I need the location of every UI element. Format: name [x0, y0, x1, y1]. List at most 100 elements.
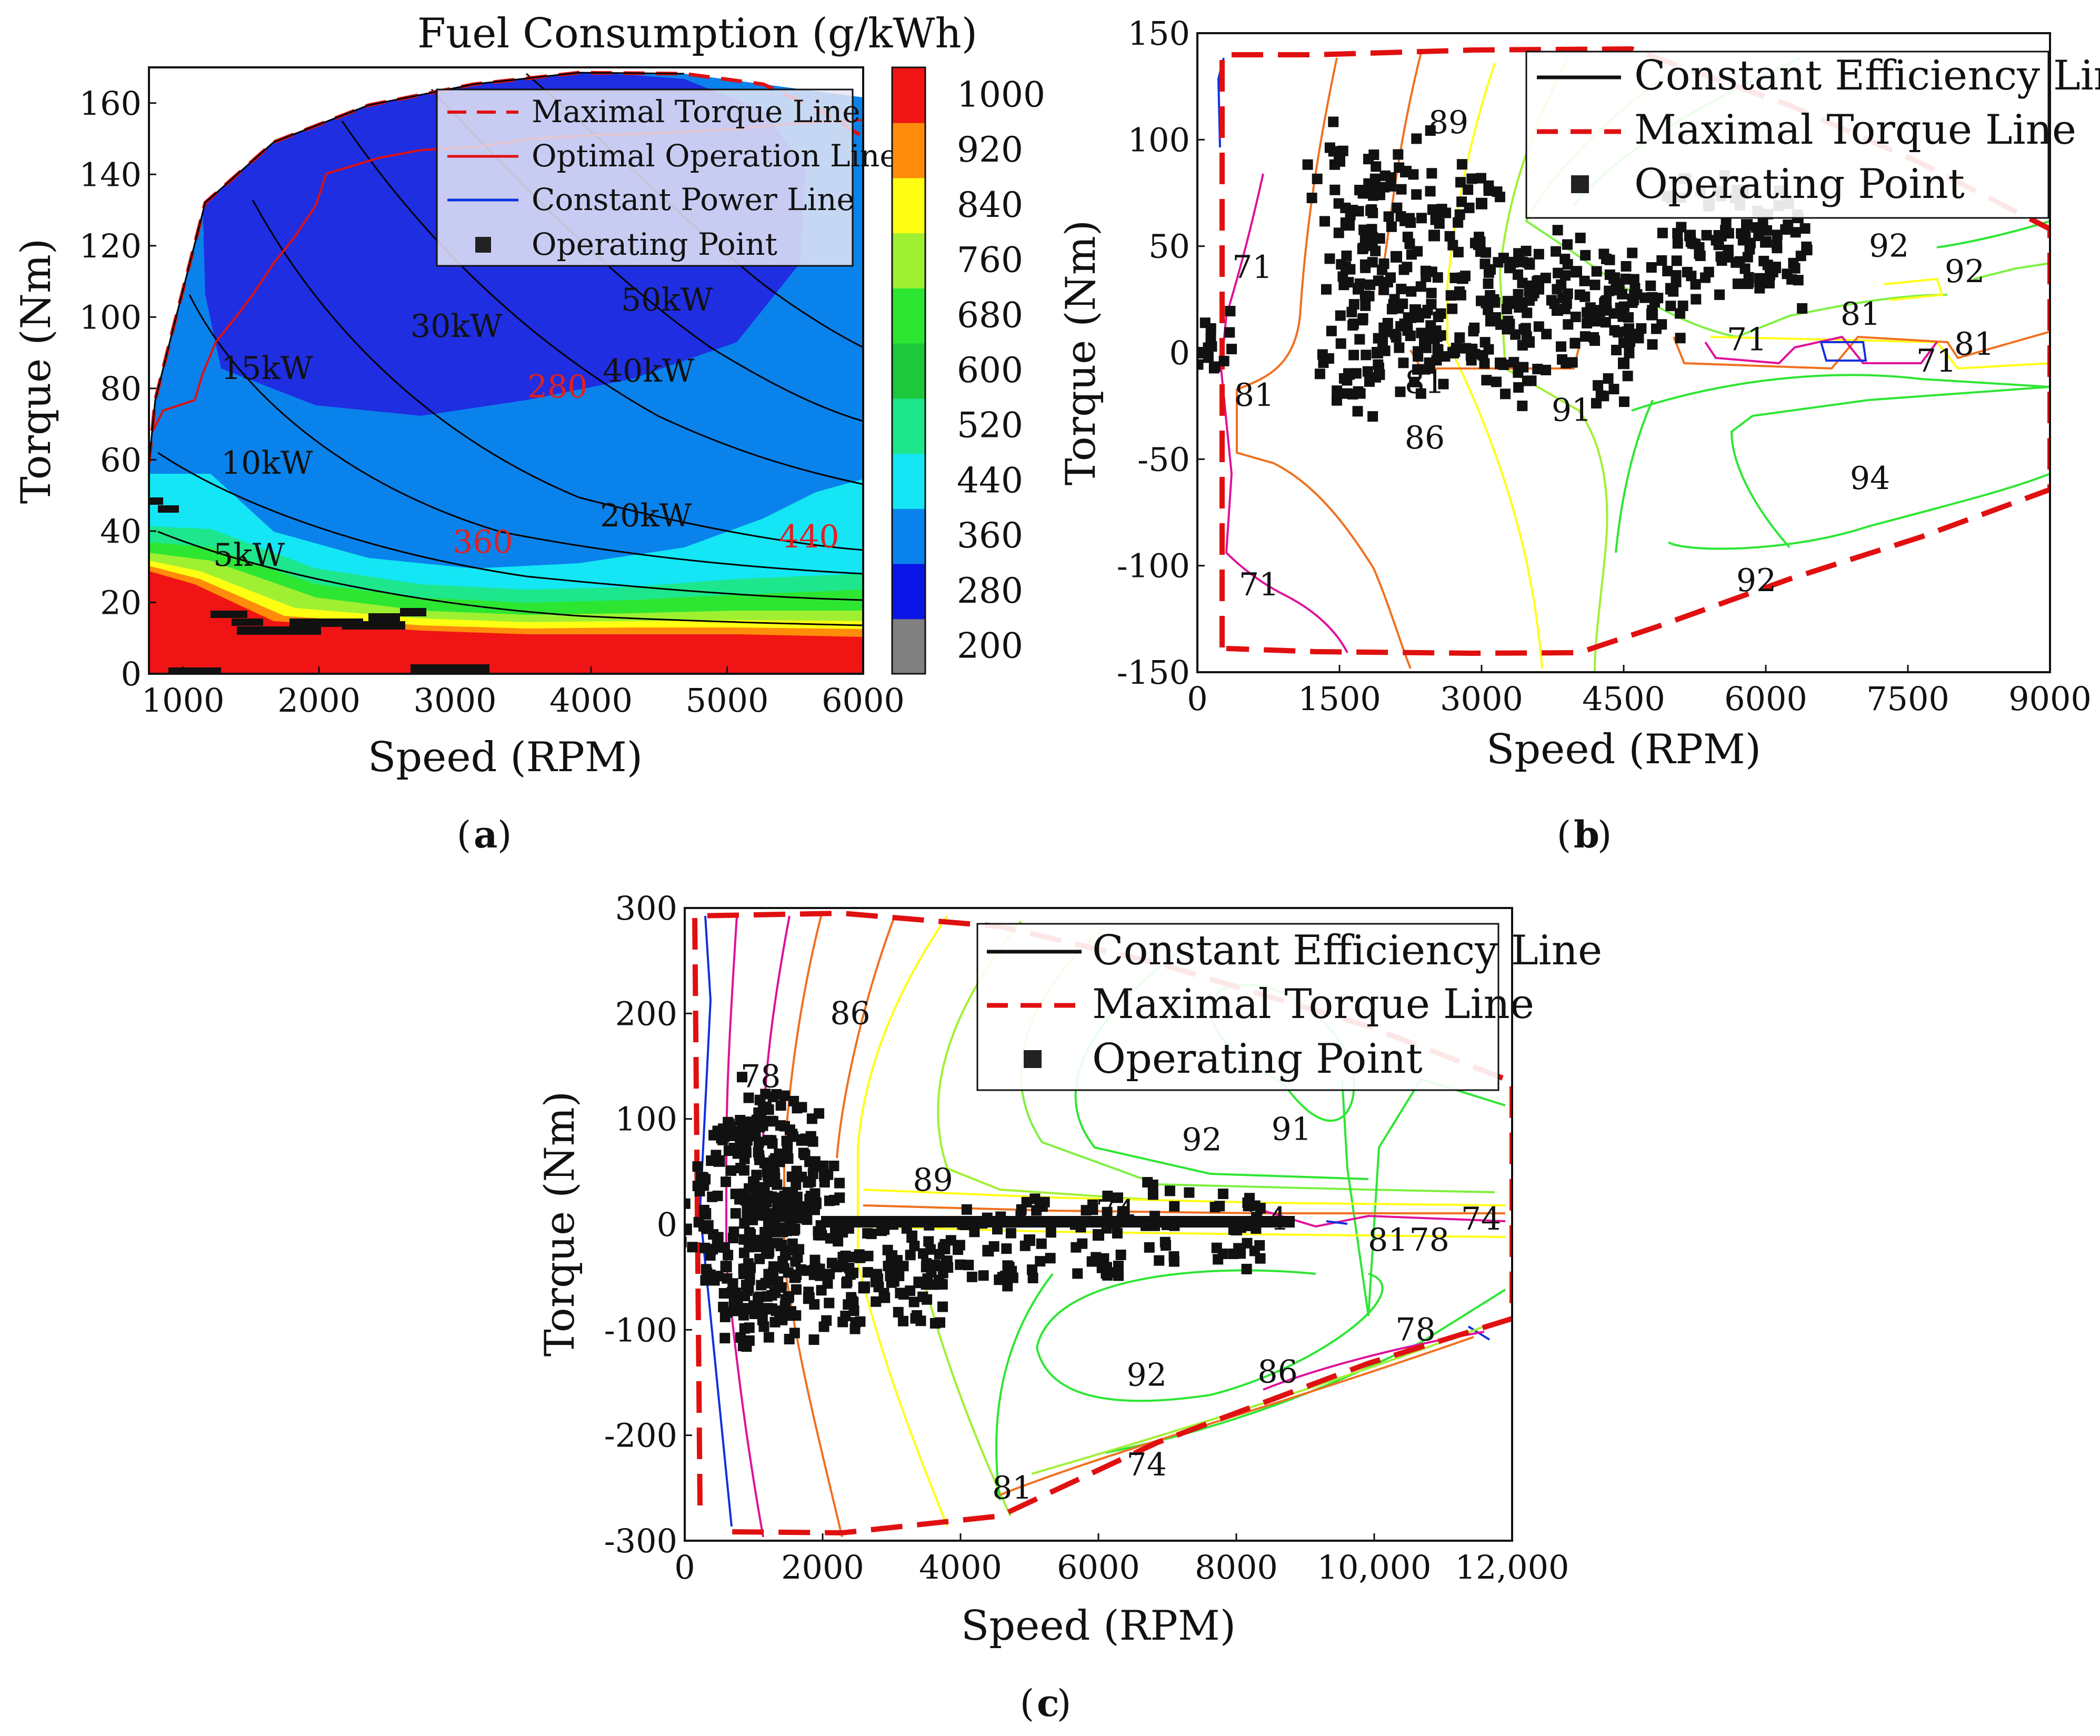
operating-point	[1225, 306, 1236, 317]
operating-point	[1357, 243, 1368, 254]
x-tick-label: 1500	[1298, 680, 1381, 718]
x-tick-label: 12,000	[1455, 1548, 1569, 1587]
operating-point	[1782, 268, 1793, 280]
operating-point	[1362, 366, 1373, 377]
operating-point	[1624, 347, 1635, 358]
operating-point	[1382, 277, 1393, 288]
panel-a-operating-points	[149, 497, 489, 674]
legend-operating-point: Operating Point	[532, 226, 777, 262]
operating-point	[794, 1244, 805, 1255]
operating-point	[873, 1273, 884, 1284]
operating-point	[809, 1204, 820, 1215]
operating-point	[732, 1148, 743, 1159]
operating-point	[1483, 267, 1494, 278]
power-line-20kw	[252, 199, 863, 551]
operating-point	[1005, 1228, 1016, 1239]
panel-a-outside-region	[149, 67, 863, 463]
operating-point	[1361, 350, 1372, 361]
panel-c-x-ticks: 0 2000 4000 6000 8000 10,000 12,000	[674, 1533, 1569, 1587]
operating-point	[1319, 216, 1330, 227]
operating-point	[808, 1334, 819, 1345]
operating-point	[1416, 327, 1427, 338]
operating-point	[1737, 235, 1748, 246]
operating-point	[840, 1250, 851, 1261]
operating-point	[1521, 245, 1532, 256]
operating-point	[685, 1198, 691, 1209]
operating-point	[1351, 368, 1362, 379]
operating-point	[784, 1245, 795, 1256]
operating-point	[805, 1176, 816, 1187]
operating-point	[1142, 1176, 1153, 1188]
operating-point	[815, 1220, 826, 1231]
operating-point	[763, 1172, 774, 1183]
operating-point	[1213, 1254, 1224, 1265]
y-tick-label: 200	[615, 994, 677, 1033]
operating-point	[961, 1204, 972, 1215]
operating-point	[1072, 1268, 1083, 1279]
operating-point	[735, 1332, 746, 1343]
operating-point	[1169, 1220, 1180, 1231]
operating-point	[1575, 233, 1586, 244]
contour-line	[836, 915, 896, 1159]
power-line-15kw	[188, 294, 863, 575]
caption-b-open: (	[1557, 813, 1571, 856]
operating-point	[1241, 1263, 1252, 1274]
operating-point	[1112, 1228, 1123, 1239]
panel-a-ylabel: Torque (Nm)	[13, 238, 60, 504]
operating-point	[1226, 344, 1237, 355]
operating-point	[1498, 359, 1509, 370]
operating-point	[1393, 149, 1404, 160]
power-label-50kw: 50kW	[621, 282, 713, 318]
caption-c-open: (	[1020, 1682, 1034, 1725]
caption-a: a	[474, 813, 497, 856]
operating-point	[692, 1181, 703, 1192]
operating-point	[1802, 245, 1813, 256]
operating-point	[1379, 345, 1391, 356]
operating-point	[731, 1288, 742, 1299]
operating-point	[757, 1101, 768, 1112]
operating-point	[719, 1311, 731, 1322]
contour-line	[1631, 374, 2050, 412]
c-legend-operating-point: Operating Point	[1092, 1035, 1423, 1083]
operating-point	[1206, 341, 1217, 352]
operating-point	[1618, 396, 1629, 407]
operating-point	[848, 1268, 859, 1279]
operating-point	[1039, 1196, 1050, 1208]
efficiency-label: 74	[1247, 1201, 1287, 1238]
operating-point	[1354, 334, 1365, 345]
operating-point	[933, 1274, 944, 1285]
operating-point	[1395, 211, 1406, 222]
panel-a-xlabel: Speed (RPM)	[368, 734, 643, 781]
x-tick-label: 5000	[686, 681, 769, 720]
colorbar-swatch	[892, 563, 925, 620]
operating-point	[1383, 211, 1394, 222]
operating-point	[1321, 284, 1332, 295]
caption-a-open: (	[457, 813, 471, 856]
operating-point	[1391, 251, 1402, 263]
operating-point	[1332, 385, 1343, 396]
operating-point	[1397, 298, 1408, 310]
colorbar-frame	[891, 66, 926, 675]
panel-b-max-torque-line	[1219, 46, 2050, 656]
operating-point	[1409, 376, 1420, 387]
operating-point	[939, 1239, 951, 1250]
operating-point	[1045, 1253, 1056, 1264]
power-label-40kw: 40kW	[603, 353, 695, 390]
caption-c-close: )	[1057, 1682, 1071, 1725]
x-tick-label: 4000	[549, 681, 633, 720]
caption-c: c	[1037, 1681, 1059, 1725]
operating-point	[1615, 302, 1626, 313]
operating-point	[1374, 233, 1385, 244]
operating-point	[1453, 217, 1464, 228]
operating-point	[1346, 306, 1357, 317]
operating-point	[1671, 276, 1682, 287]
operating-point	[1019, 1240, 1031, 1251]
efficiency-label: 81	[1368, 1222, 1408, 1259]
operating-point	[841, 1278, 852, 1289]
operating-point	[1360, 300, 1371, 311]
operating-point	[1432, 272, 1443, 283]
operating-point	[784, 1334, 795, 1345]
operating-point	[1421, 342, 1432, 353]
y-tick-label: 40	[100, 512, 142, 551]
operating-point	[1579, 291, 1591, 302]
